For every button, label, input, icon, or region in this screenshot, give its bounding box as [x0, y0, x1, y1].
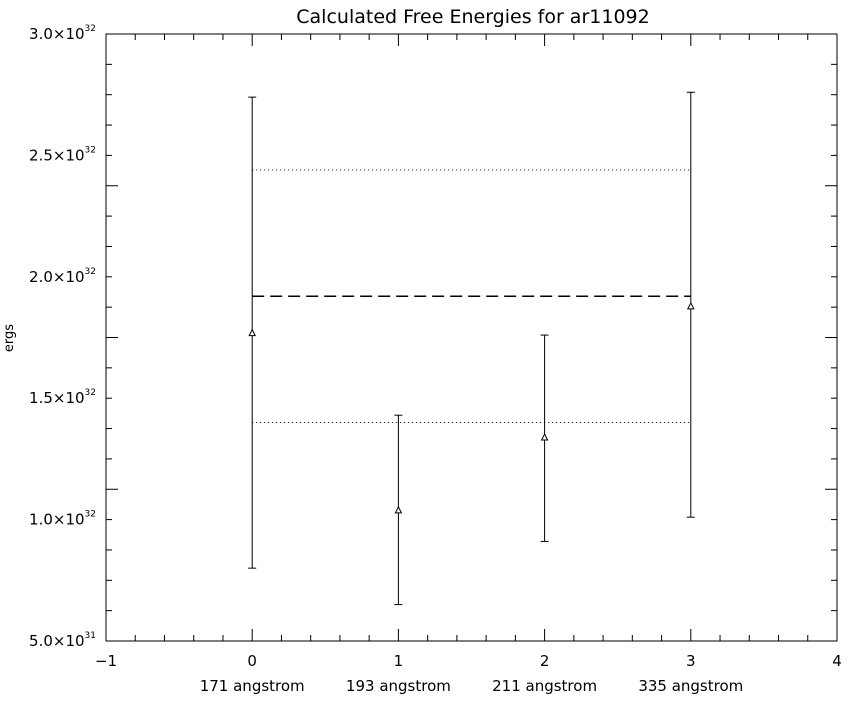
x-tick-label: 3 — [686, 652, 696, 670]
triangle-marker — [540, 432, 549, 441]
y-tick-label-text: 2.0×1032 — [29, 267, 96, 286]
y-axis-label: ergs — [2, 324, 17, 352]
x-tick-label: 1 — [394, 652, 404, 670]
plot-frame — [105, 33, 838, 642]
y-tick-labels: 5.0×1031 1.0×1032 1.5×1032 2.0×1032 2.5×1032… — [29, 24, 96, 650]
x-tick-label: −1 — [95, 652, 117, 670]
triangle-marker — [394, 505, 403, 514]
y-tick-label: 5.0×1031 — [29, 631, 96, 650]
y-tick-label: 1.0×1032 — [29, 510, 96, 529]
y-tick-label-text: 1.0×1032 — [29, 510, 96, 529]
data-point — [248, 96, 257, 569]
data-points — [248, 91, 695, 606]
triangle-marker — [686, 301, 695, 310]
y-tick-label-text: 5.0×1031 — [29, 631, 96, 650]
category-label: 211 angstrom — [492, 677, 597, 695]
y-tick-label: 1.5×1032 — [29, 388, 96, 407]
reference-lines — [252, 169, 691, 423]
y-tick-label: 2.5×1032 — [29, 145, 96, 164]
y-tick-label: 2.0×1032 — [29, 267, 96, 286]
y-tick-label-text: 2.5×1032 — [29, 145, 96, 164]
y-tick-label: 3.0×1032 — [29, 24, 96, 43]
y-tick-label-text: 1.5×1032 — [29, 388, 96, 407]
data-point — [540, 334, 549, 542]
category-label: 171 angstrom — [200, 677, 305, 695]
triangle-marker — [248, 328, 257, 337]
data-point — [686, 91, 695, 518]
chart-title: Calculated Free Energies for ar11092 — [296, 6, 649, 28]
category-label: 335 angstrom — [638, 677, 743, 695]
x-tick-labels: −1 0 1 2 3 4 — [95, 652, 842, 670]
data-point — [394, 414, 403, 606]
axis-ticks — [105, 33, 838, 642]
x-tick-label: 0 — [247, 652, 257, 670]
x-tick-label: 4 — [832, 652, 842, 670]
category-labels: 171 angstrom 193 angstrom 211 angstrom 335 … — [200, 677, 744, 695]
y-tick-label-text: 3.0×1032 — [29, 24, 96, 43]
x-tick-label: 2 — [540, 652, 550, 670]
category-label: 193 angstrom — [346, 677, 451, 695]
